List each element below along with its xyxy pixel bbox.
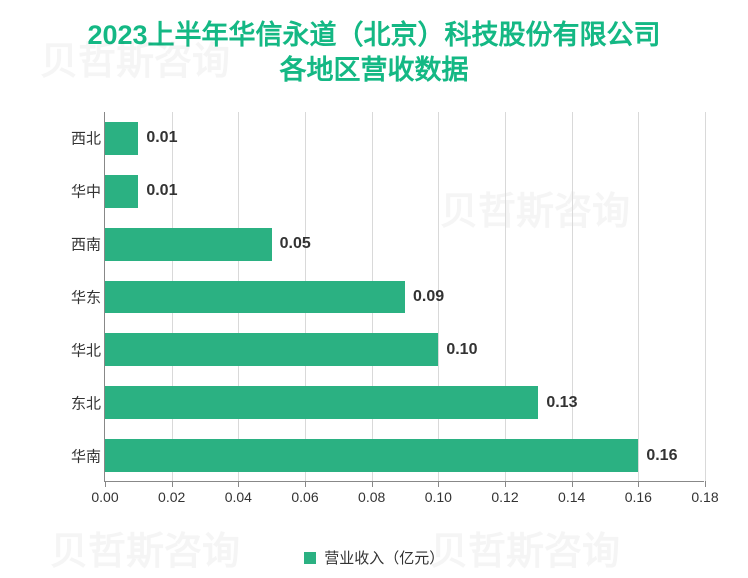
bar-value-label: 0.16 xyxy=(646,439,677,472)
xtick-mark xyxy=(705,481,706,487)
chart-title: 2023上半年华信永道（北京）科技股份有限公司 各地区营收数据 xyxy=(0,0,748,94)
xtick-label: 0.00 xyxy=(91,489,118,505)
chart: 0.000.020.040.060.080.100.120.140.160.18… xyxy=(60,112,710,502)
xtick-label: 0.10 xyxy=(425,489,452,505)
bar xyxy=(105,386,538,419)
gridline xyxy=(638,112,639,481)
legend: 营业收入（亿元） xyxy=(0,547,748,568)
xtick-mark xyxy=(572,481,573,487)
xtick-label: 0.16 xyxy=(625,489,652,505)
xtick-label: 0.08 xyxy=(358,489,385,505)
ytick-label: 华东 xyxy=(59,287,101,308)
legend-label: 营业收入（亿元） xyxy=(324,550,444,567)
title-line1: 2023上半年华信永道（北京）科技股份有限公司 xyxy=(20,18,728,53)
bar-value-label: 0.13 xyxy=(546,386,577,419)
xtick-label: 0.06 xyxy=(291,489,318,505)
ytick-label: 华南 xyxy=(59,445,101,466)
xtick-mark xyxy=(372,481,373,487)
ytick-label: 西北 xyxy=(59,128,101,149)
bar xyxy=(105,175,138,208)
ytick-label: 东北 xyxy=(59,392,101,413)
ytick-label: 西南 xyxy=(59,234,101,255)
bar xyxy=(105,333,438,366)
bar xyxy=(105,122,138,155)
xtick-label: 0.04 xyxy=(225,489,252,505)
xtick-mark xyxy=(638,481,639,487)
ytick-label: 华中 xyxy=(59,181,101,202)
bar-value-label: 0.05 xyxy=(280,228,311,261)
plot-area: 0.000.020.040.060.080.100.120.140.160.18… xyxy=(104,112,704,482)
gridline xyxy=(505,112,506,481)
xtick-label: 0.02 xyxy=(158,489,185,505)
xtick-mark xyxy=(438,481,439,487)
xtick-mark xyxy=(305,481,306,487)
xtick-mark xyxy=(105,481,106,487)
ytick-label: 华北 xyxy=(59,339,101,360)
xtick-mark xyxy=(238,481,239,487)
title-line2: 各地区营收数据 xyxy=(20,53,728,88)
bar-value-label: 0.01 xyxy=(146,122,177,155)
bar xyxy=(105,439,638,472)
xtick-mark xyxy=(172,481,173,487)
gridline xyxy=(572,112,573,481)
bar-value-label: 0.09 xyxy=(413,281,444,314)
bar-value-label: 0.01 xyxy=(146,175,177,208)
bar-value-label: 0.10 xyxy=(446,333,477,366)
bar xyxy=(105,228,272,261)
xtick-label: 0.12 xyxy=(491,489,518,505)
bar xyxy=(105,281,405,314)
xtick-label: 0.18 xyxy=(691,489,718,505)
gridline xyxy=(705,112,706,481)
legend-swatch xyxy=(304,552,316,564)
xtick-label: 0.14 xyxy=(558,489,585,505)
xtick-mark xyxy=(505,481,506,487)
